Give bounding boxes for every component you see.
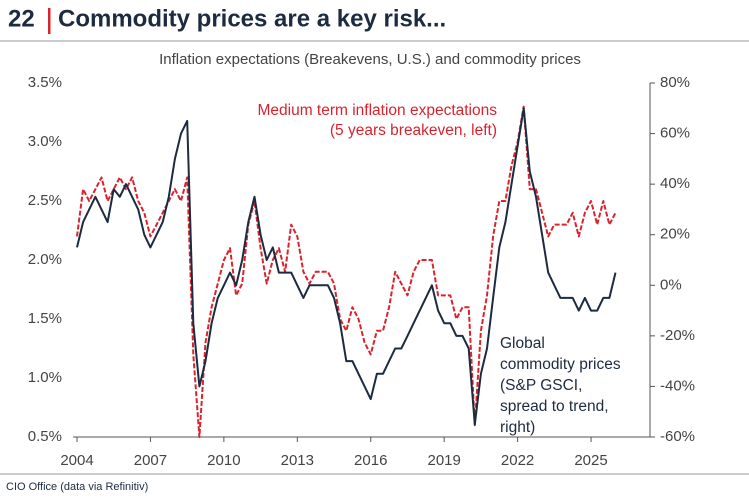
annotation: (5 years breakeven, left) bbox=[330, 122, 497, 139]
annotation: Medium term inflation expectations bbox=[257, 102, 497, 119]
y-tick-label: 1.5% bbox=[28, 310, 62, 327]
y2-tick-label: 0% bbox=[660, 276, 682, 293]
y2-tick-label: 80% bbox=[660, 74, 690, 91]
y-tick-label: 2.5% bbox=[28, 192, 62, 209]
x-tick-label: 2013 bbox=[281, 452, 314, 469]
annotation: Global bbox=[500, 335, 545, 352]
x-tick-label: 2016 bbox=[354, 452, 387, 469]
y-tick-label: 1.0% bbox=[28, 369, 62, 386]
x-tick-label: 2019 bbox=[427, 452, 460, 469]
y-tick-label: 2.0% bbox=[28, 251, 62, 268]
y2-tick-label: 20% bbox=[660, 226, 690, 243]
chart-subtitle: Inflation expectations (Breakevens, U.S.… bbox=[159, 51, 581, 68]
x-tick-label: 2004 bbox=[60, 452, 93, 469]
slide-number: 22 bbox=[8, 5, 35, 32]
y2-tick-label: 60% bbox=[660, 125, 690, 142]
y2-tick-label: -60% bbox=[660, 428, 695, 445]
annotation: spread to trend, bbox=[500, 398, 609, 415]
annotation: right) bbox=[500, 419, 535, 436]
x-tick-label: 2007 bbox=[134, 452, 167, 469]
source-note: CIO Office (data via Refinitiv) bbox=[6, 481, 148, 493]
annotation: (S&P GSCI, bbox=[500, 377, 582, 394]
title-divider bbox=[48, 8, 51, 34]
y-tick-label: 3.5% bbox=[28, 74, 62, 91]
x-tick-label: 2022 bbox=[501, 452, 534, 469]
y-tick-label: 0.5% bbox=[28, 428, 62, 445]
annotation: commodity prices bbox=[500, 356, 621, 373]
y-tick-label: 3.0% bbox=[28, 133, 62, 150]
x-tick-label: 2010 bbox=[207, 452, 240, 469]
data-line bbox=[76, 107, 617, 426]
chart-title: Commodity prices are a key risk... bbox=[58, 5, 446, 32]
y2-tick-label: 40% bbox=[660, 175, 690, 192]
y2-tick-label: -40% bbox=[660, 377, 695, 394]
y2-tick-label: -20% bbox=[660, 327, 695, 344]
x-tick-label: 2025 bbox=[574, 452, 607, 469]
